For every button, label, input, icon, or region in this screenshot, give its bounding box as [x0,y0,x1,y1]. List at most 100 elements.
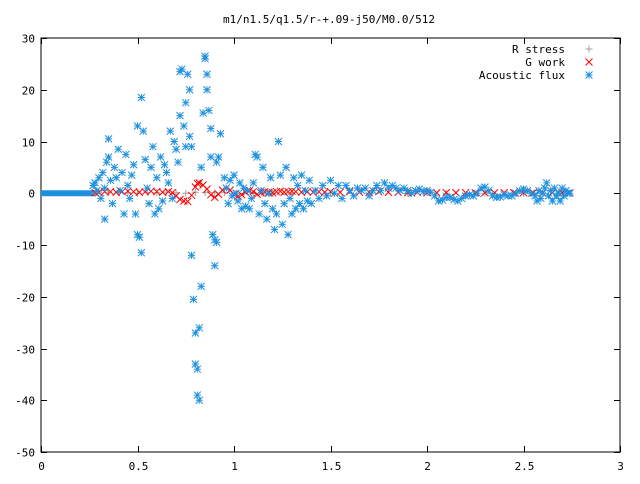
axes: 0 0.5 1 1.5 2 2.5 3 30 20 10 0 -10 -20 -30 -40 -50 [15,33,624,474]
data-point [278,220,287,229]
data-point [189,295,198,304]
data-point [197,282,206,291]
data-point [181,98,190,107]
data-point [135,233,144,242]
data-point [122,150,130,159]
data-point [508,191,516,200]
data-point [193,179,202,188]
data-point [565,189,574,198]
data-point [120,210,128,218]
data-point [139,127,148,136]
data-point [106,176,115,185]
data-point [98,168,107,177]
data-point [295,199,304,208]
data-point [205,106,213,115]
data-point [299,204,308,213]
data-point [345,186,354,195]
y-tick-label: -10 [15,240,35,253]
data-point [166,127,175,136]
data-point [305,176,314,185]
data-point [216,129,225,138]
data-point [274,137,283,146]
data-point [170,137,179,146]
data-point [114,145,123,154]
data-point [515,186,524,195]
data-point [253,153,262,161]
data-point [212,238,221,247]
data-point [261,199,269,208]
data-point [116,186,124,195]
data-point [423,186,431,195]
data-point [276,171,285,179]
data-point [318,181,327,190]
y-tick-label: 30 [22,33,35,46]
data-point [154,204,163,213]
data-point [365,191,373,200]
data-point [226,176,234,185]
data-point [222,184,231,192]
data-point [129,160,138,169]
data-point [187,191,196,200]
x-tick-label: 0 [38,460,45,473]
data-point [338,194,346,203]
data-point [147,163,155,172]
data-point [224,199,233,208]
data-point [241,202,250,211]
data-point [185,132,194,141]
data-point [100,215,109,223]
data-point [330,189,339,198]
data-point [131,210,140,218]
y-tick-label: -40 [15,395,35,408]
data-point [286,194,294,203]
data-point [201,54,209,63]
data-point [152,173,161,182]
data-point [176,111,184,120]
data-point [473,189,482,198]
data-point [257,186,265,195]
plot-frame [40,37,621,453]
data-point [315,194,323,203]
data-point [182,189,190,197]
data-point [247,194,256,203]
data-point [176,195,184,204]
data-point [255,210,263,218]
data-point [203,185,211,193]
data-point [533,197,541,205]
data-point [234,197,242,205]
data-point [264,189,273,198]
data-point [342,181,350,190]
data-point [156,153,165,161]
data-point [266,173,275,182]
data-point [376,186,385,195]
x-tick-label: 0.5 [129,460,149,473]
data-point [537,194,545,203]
data-point [293,181,302,190]
data-point [191,329,200,337]
data-point [249,179,258,187]
data-point [162,168,171,177]
x-tick-label: 2 [424,460,431,473]
data-point [334,181,343,190]
data-point [484,186,493,195]
data-point [245,204,254,213]
data-point [208,230,217,239]
y-tick-label: -20 [15,292,35,305]
legend-marker [585,71,593,79]
data-point [214,153,223,161]
data-point [297,171,306,179]
data-point [230,171,238,179]
data-point [145,199,153,208]
data-point [127,171,136,179]
data-point [158,197,167,205]
x-tick-label: 2.5 [515,460,535,473]
data-point [380,179,389,187]
x-tick-label: 3 [617,460,624,473]
data-point [284,230,292,239]
x-tick-label: 1.5 [322,460,342,473]
data-point [164,179,173,187]
data-point [102,158,111,167]
data-point [172,189,180,197]
data-point [203,70,211,79]
data-point [322,191,331,200]
data-point [272,210,281,218]
